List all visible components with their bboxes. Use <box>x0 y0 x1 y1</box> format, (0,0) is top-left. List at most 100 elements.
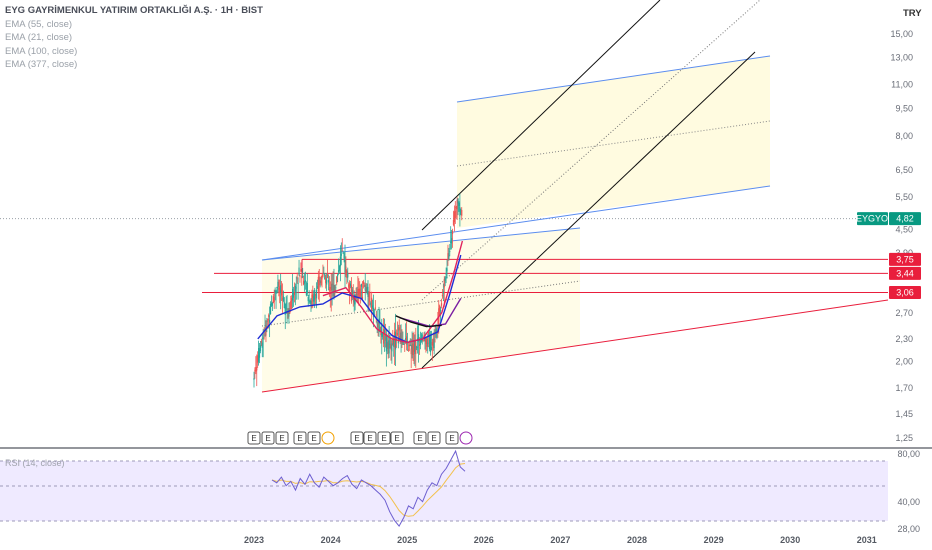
candle-body <box>432 338 434 346</box>
candle-body <box>454 210 456 219</box>
candle-body <box>428 336 431 350</box>
candle-body <box>440 303 443 306</box>
earnings-marker[interactable] <box>413 431 427 445</box>
candle-body <box>365 289 367 292</box>
rsi-pane[interactable]: RSI (14, close) <box>0 449 888 527</box>
candle-body <box>460 214 462 215</box>
earnings-marker[interactable] <box>390 431 404 445</box>
year-tick: 2023 <box>244 535 264 545</box>
candles-layer <box>253 193 463 388</box>
candle-body <box>256 368 258 371</box>
last-price-tag: 4,82 <box>896 214 914 224</box>
earnings-marker-label: E <box>381 434 386 443</box>
candle-body <box>280 285 282 294</box>
year-tick: 2031 <box>857 535 877 545</box>
price-axis[interactable]: 15,0013,0011,009,508,006,505,504,503,902… <box>890 29 913 443</box>
candle-body <box>396 332 398 335</box>
main-pane[interactable] <box>0 0 888 448</box>
candle-body <box>363 285 365 287</box>
price-tick: 8,00 <box>895 131 913 141</box>
candle-body <box>452 220 455 225</box>
legend-ema55[interactable]: EMA (55, close) <box>5 18 73 30</box>
candle-body <box>326 273 329 278</box>
candle-body <box>359 288 361 294</box>
legend-ema377[interactable]: EMA (377, close) <box>5 59 78 70</box>
legend-ema21[interactable]: EMA (21, close) <box>5 32 73 43</box>
candle-body <box>360 284 363 287</box>
candle-body <box>400 332 402 343</box>
earnings-marker-label: E <box>354 434 359 443</box>
candle-body <box>441 294 444 297</box>
candle-body <box>406 340 409 342</box>
candle-body <box>342 253 344 254</box>
candle-body <box>381 323 383 337</box>
candle-body <box>371 297 373 312</box>
candle-body <box>372 307 375 317</box>
candle-body <box>269 304 272 315</box>
earnings-marker[interactable] <box>377 431 391 445</box>
earnings-marker[interactable] <box>445 431 459 445</box>
candle-body <box>449 251 451 253</box>
candle-body <box>254 369 256 372</box>
candle-body <box>326 279 328 285</box>
candle-body <box>405 336 408 345</box>
year-tick: 2028 <box>627 535 647 545</box>
earnings-marker[interactable] <box>307 431 321 445</box>
earnings-marker[interactable] <box>261 431 275 445</box>
earnings-marker-label: E <box>449 434 454 443</box>
candle-body <box>353 296 355 303</box>
candle-body <box>408 345 410 347</box>
currency-label[interactable]: TRY <box>903 8 922 19</box>
channel-top <box>261 227 581 261</box>
level-tag: 3,44 <box>896 268 914 278</box>
earnings-marker[interactable] <box>363 431 377 445</box>
candle-body <box>447 253 449 260</box>
candle-body <box>392 338 394 345</box>
rsi-band <box>0 461 888 521</box>
price-tick: 4,50 <box>895 225 913 235</box>
candle-body <box>422 339 424 341</box>
earnings-marker[interactable] <box>350 431 364 445</box>
earnings-marker[interactable] <box>427 431 441 445</box>
price-tick: 1,25 <box>895 433 913 443</box>
price-tick: 9,50 <box>895 103 913 113</box>
earnings-marker[interactable] <box>247 431 261 445</box>
candle-body <box>264 325 266 327</box>
candle-body <box>317 276 319 292</box>
candle-body <box>260 340 262 343</box>
symbol-title[interactable]: EYG GAYRİMENKUL YATIRIM ORTAKLIĞI A.Ş. ·… <box>5 5 263 16</box>
candle-body <box>336 276 338 284</box>
candle-body <box>426 338 428 347</box>
candle-body <box>461 210 463 216</box>
candle-body <box>283 302 285 309</box>
candle-body <box>310 300 312 304</box>
candle-body <box>383 329 385 344</box>
earnings-marker[interactable] <box>293 431 307 445</box>
price-tick: 15,00 <box>890 29 913 39</box>
candle-body <box>324 273 326 280</box>
time-axis[interactable]: 2023 2024 2025 2026 2027 2028 2029 2030 2031 <box>244 535 877 545</box>
candle-body <box>384 334 387 341</box>
candle-body <box>271 302 273 306</box>
split-icon[interactable] <box>459 431 473 445</box>
candle-body <box>451 230 454 235</box>
price-tick: 1,45 <box>895 409 913 419</box>
legend-ema100[interactable]: EMA (100, close) <box>5 45 78 57</box>
candle-body <box>453 211 455 223</box>
candle-body <box>311 294 313 298</box>
candle-body <box>275 291 277 293</box>
price-tick: 13,00 <box>890 52 913 62</box>
candle-body <box>413 340 415 352</box>
candle-body <box>288 308 290 317</box>
price-tick: 2,30 <box>895 334 913 344</box>
candle-body <box>329 287 331 290</box>
dividend-icon[interactable] <box>321 431 335 445</box>
candle-body <box>409 344 411 347</box>
earnings-marker[interactable] <box>275 431 289 445</box>
candle-body <box>261 342 263 348</box>
candle-body <box>299 275 301 277</box>
candle-body <box>281 298 284 300</box>
candle-body <box>315 289 318 299</box>
